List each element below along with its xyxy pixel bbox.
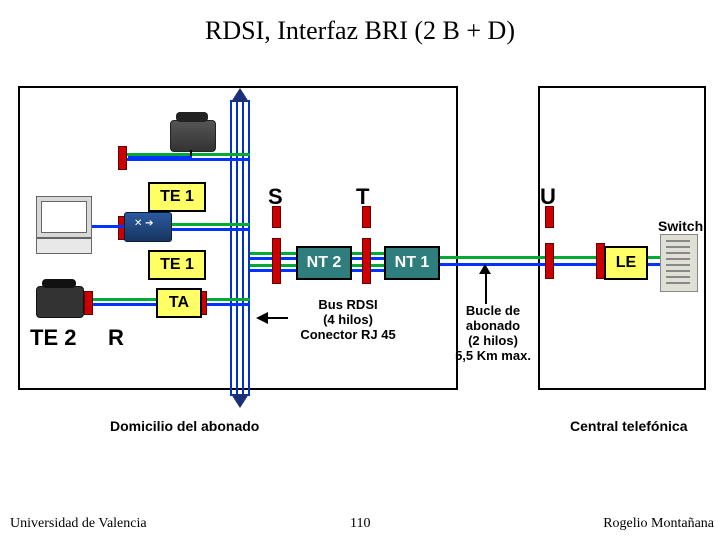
- te1-box-mid: TE 1: [148, 250, 206, 280]
- link-u: [436, 263, 604, 266]
- s-guide: [272, 206, 281, 228]
- bus-line: [236, 100, 238, 396]
- phone-icon: [170, 120, 216, 152]
- footer-right: Rogelio Montañana: [603, 516, 714, 532]
- computer-icon: [36, 238, 92, 254]
- bus-line: [242, 100, 244, 396]
- loop-note: Bucle de abonado (2 hilos) 5,5 Km max.: [448, 304, 538, 364]
- ta-box: TA: [156, 288, 202, 318]
- ref-point-u-bar: [545, 243, 554, 279]
- caption-central: Central telefónica: [570, 418, 687, 434]
- u-guide: [545, 206, 554, 228]
- switch-label: Switch: [658, 218, 703, 234]
- caption-domicile: Domicilio del abonado: [110, 418, 259, 434]
- bus-note: Bus RDSI (4 hilos) Conector RJ 45: [288, 298, 408, 343]
- footer-page: 110: [350, 516, 370, 532]
- bus-note-arrow-icon: [256, 312, 268, 324]
- phone-drop: [128, 156, 192, 158]
- analog-phone-icon: [36, 286, 84, 318]
- router-icon: ✕ ➔: [134, 218, 154, 229]
- link-u: [436, 256, 604, 259]
- bus-line: [248, 100, 250, 396]
- link-pc-router: [92, 225, 124, 228]
- le-box: LE: [604, 246, 648, 280]
- loop-note-arrow-icon: [479, 264, 491, 274]
- analog-phone-icon: [42, 279, 76, 288]
- bus-line: [230, 100, 232, 396]
- footer-left: Universidad de Valencia: [10, 516, 147, 532]
- tap-icon: [118, 146, 127, 170]
- t-guide: [362, 206, 371, 228]
- link-te2-ta: [84, 303, 156, 306]
- tap-icon: [84, 291, 93, 315]
- computer-icon: [41, 201, 87, 233]
- nt2-box: NT 2: [296, 246, 352, 280]
- te2-label: TE 2: [30, 325, 76, 351]
- te1-box-top: TE 1: [148, 182, 206, 212]
- ref-point-s-bar: [272, 238, 281, 284]
- ref-point-t-bar: [362, 238, 371, 284]
- bus-arrow-down-icon: [231, 394, 249, 408]
- nt1-box: NT 1: [384, 246, 440, 280]
- loop-note-arrow-line: [485, 272, 487, 304]
- link-phone-bus: [118, 158, 250, 161]
- bus-note-arrow-line: [268, 317, 288, 319]
- phone-icon: [176, 112, 208, 122]
- bus-arrow-up-icon: [231, 88, 249, 102]
- switch-icon: [666, 240, 690, 284]
- r-label: R: [108, 325, 124, 351]
- page-title: RDSI, Interfaz BRI (2 B + D): [0, 16, 720, 46]
- link-te2-ta: [84, 298, 156, 301]
